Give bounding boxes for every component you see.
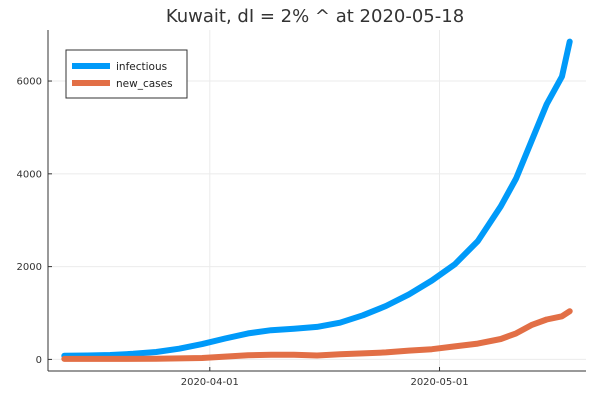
x-tick-label: 2020-04-01 (181, 377, 239, 388)
series-lines (61, 38, 573, 362)
y-tick-label: 0 (36, 355, 42, 366)
y-tick-label: 6000 (17, 77, 42, 88)
legend-label-infectious: infectious (116, 61, 167, 73)
series-line-infectious (61, 38, 573, 359)
chart-title: Kuwait, dI = 2% ^ at 2020-05-18 (166, 6, 464, 27)
y-tick-label: 4000 (17, 169, 42, 180)
legend-box (65, 49, 188, 99)
x-tick-label: 2020-05-01 (410, 377, 468, 388)
y-tick-label: 2000 (17, 262, 42, 273)
legend: infectious new_cases (65, 49, 188, 99)
axes: 2020-04-01 2020-05-01 0 2000 4000 6000 (17, 30, 586, 388)
series-line-new-cases (61, 308, 573, 362)
legend-label-new-cases: new_cases (116, 78, 173, 90)
